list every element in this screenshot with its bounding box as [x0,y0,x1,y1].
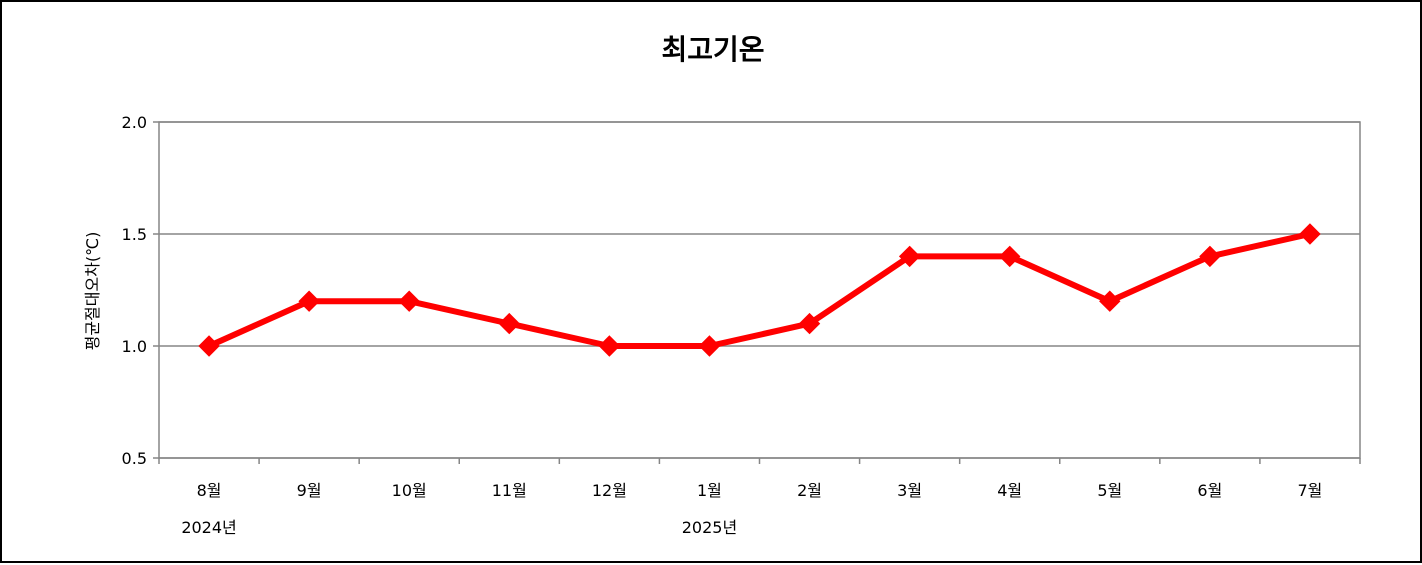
data-point [398,290,420,312]
data-point [1299,223,1321,245]
x-tick-label: 2월 [797,481,822,500]
y-axis: 0.5 1.0 1.5 2.0 [122,113,159,468]
gridlines [159,121,1360,459]
x-axis: 8월 9월 10월 11월 12월 1월 2월 3월 4월 5월 6월 7월 2024년 2025년 [158,458,1361,537]
x-tick-label: 10월 [392,481,427,500]
data-point [698,335,721,357]
year-label: 2025년 [682,518,737,537]
year-label: 2024년 [181,518,236,537]
x-tick-label: 7월 [1298,481,1323,500]
x-tick-label: 11월 [492,481,527,500]
x-tick-label: 4월 [997,481,1022,500]
y-tick-label: 1.0 [122,337,147,356]
data-point [798,312,821,335]
x-tick-label: 9월 [297,481,322,500]
x-tick-label: 5월 [1097,481,1122,500]
y-tick-label: 1.5 [122,225,147,244]
x-tick-label: 3월 [897,481,922,500]
data-point [1199,245,1221,268]
data-point [298,290,320,312]
chart-title: 최고기온 [661,33,764,66]
x-tick-label: 8월 [197,481,222,500]
plot-area [158,121,1361,459]
y-tick-label: 2.0 [122,113,147,132]
data-point [498,312,520,335]
data-point [999,245,1021,268]
data-point [1099,290,1121,312]
x-tick-label: 12월 [592,481,627,500]
data-point [598,335,621,357]
x-tick-label: 1월 [697,481,722,500]
data-point [898,245,921,268]
series-line [206,231,1313,349]
y-axis-label: 평균절대오차(℃) [83,232,102,351]
y-tick-label: 0.5 [122,449,147,468]
series-group [198,223,1321,357]
data-point [198,335,220,357]
x-tick-label: 6월 [1197,481,1222,500]
